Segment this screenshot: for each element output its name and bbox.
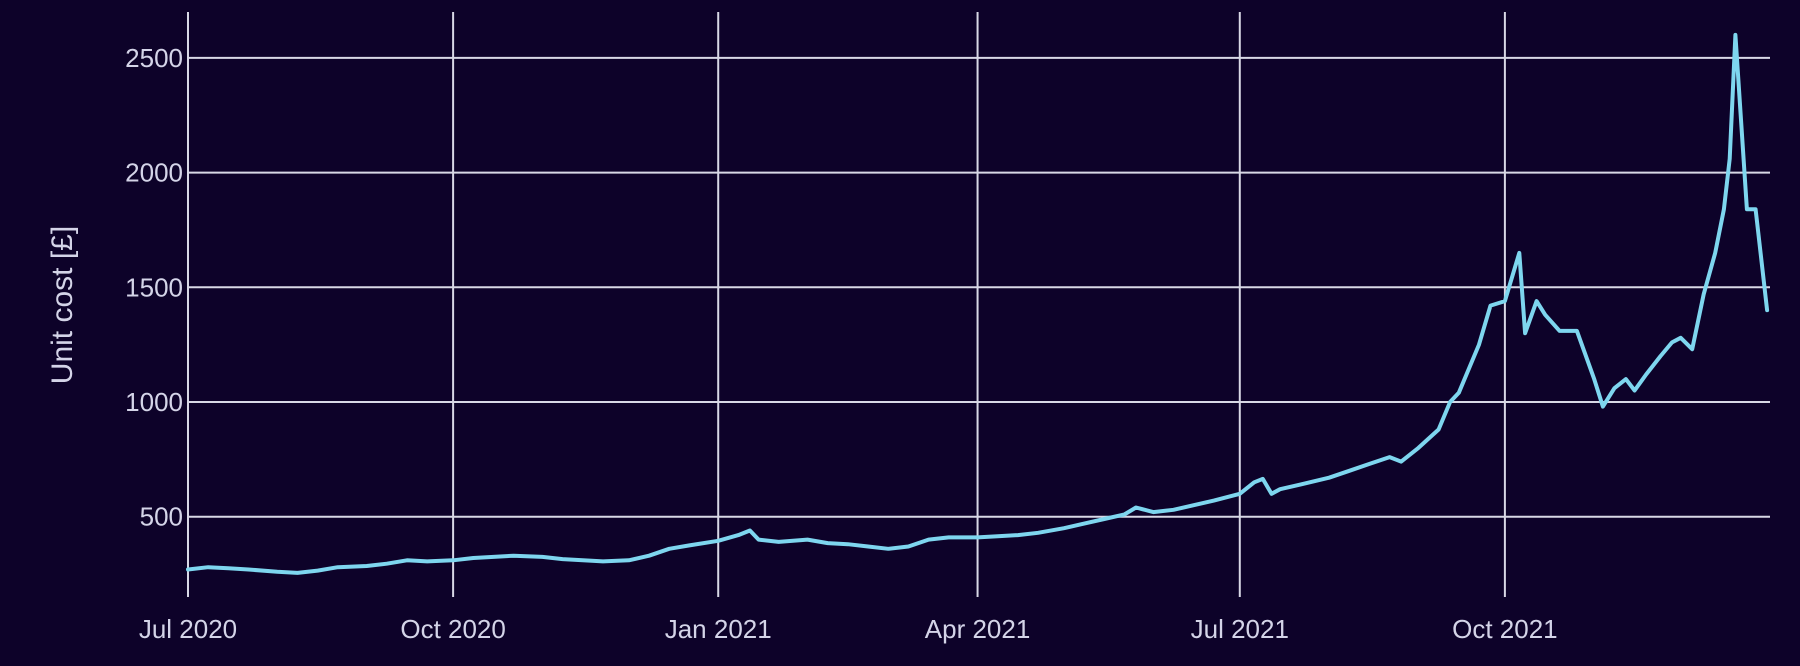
x-tick-label: Jul 2020	[139, 614, 237, 644]
grid-lines	[187, 12, 1770, 597]
y-tick-label: 1000	[125, 387, 183, 417]
y-tick-label: 500	[140, 502, 183, 532]
x-tick-label: Jul 2021	[1191, 614, 1289, 644]
y-tick-label: 2500	[125, 43, 183, 73]
unit-cost-series-line	[186, 32, 1770, 575]
x-tick-label: Oct 2020	[400, 614, 506, 644]
y-axis-title: Unit cost [£]	[46, 226, 79, 384]
x-tick-label: Apr 2021	[925, 614, 1031, 644]
x-tick-label: Oct 2021	[1452, 614, 1558, 644]
y-tick-label: 2000	[125, 158, 183, 188]
series-layer	[186, 32, 1770, 575]
y-tick-label: 1500	[125, 272, 183, 302]
x-tick-label: Jan 2021	[665, 614, 772, 644]
x-axis-ticks: Jul 2020 Oct 2020 Jan 2021 Apr 2021 Jul 2021…	[139, 614, 1558, 644]
y-axis-ticks: 500 1000 1500 2000 2500	[125, 43, 183, 532]
